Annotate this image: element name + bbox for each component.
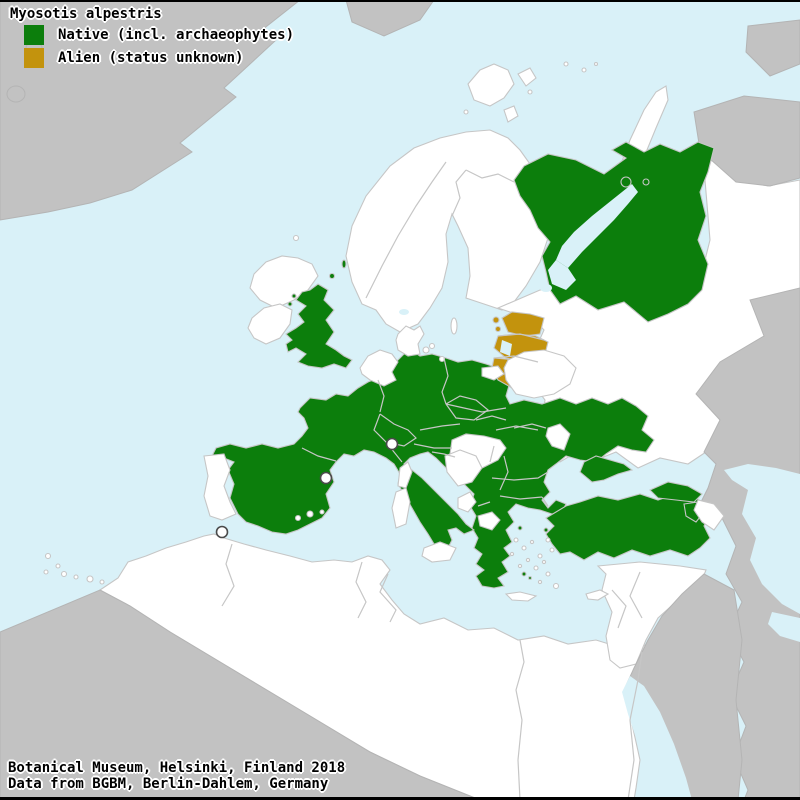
border-lines-layer <box>221 161 643 800</box>
region-bosnia <box>444 449 483 487</box>
region-corsica <box>397 461 413 489</box>
region-montenegro <box>457 491 477 513</box>
region-orkney <box>328 272 336 280</box>
region-arctic-island <box>745 19 800 77</box>
marker-andorra <box>319 471 333 485</box>
region-north-macedonia <box>477 511 501 531</box>
legend-row-native: Native (incl. archaeophytes) <box>10 24 294 45</box>
region-shetland <box>341 259 347 269</box>
lake-onega <box>562 275 570 285</box>
region-greenland-east <box>345 0 435 37</box>
legend-row-alien: Alien (status unknown) <box>10 47 294 68</box>
red-sea <box>622 676 692 800</box>
top-border-bar <box>0 0 800 2</box>
region-gotland <box>450 317 458 335</box>
lake-vanern <box>399 309 409 315</box>
region-canaries <box>43 552 105 585</box>
marker-ceuta <box>215 525 229 539</box>
map-title: Myosotis alpestris <box>10 6 162 22</box>
lake-ladoga <box>540 284 552 292</box>
credits-line2: Data from BGBM, Berlin-Dahlem, Germany <box>8 776 329 793</box>
region-sardinia <box>391 487 411 529</box>
region-greenland <box>0 0 301 221</box>
marker-liechtenstein <box>385 437 399 451</box>
region-aegean-islands <box>509 537 560 590</box>
region-balearics <box>294 509 325 522</box>
absent-overlay-layer <box>203 317 725 602</box>
legend-swatch-alien-icon <box>24 47 44 68</box>
region-great-britain <box>285 283 353 369</box>
region-scandinavia <box>345 129 549 333</box>
credits: Botanical Museum, Helsinki, Finland 2018… <box>8 760 345 792</box>
region-denmark <box>395 325 425 357</box>
legend-swatch-native-icon <box>24 24 44 45</box>
region-kaliningrad <box>481 365 505 381</box>
small-country-markers-layer <box>215 437 399 539</box>
region-estonia <box>501 311 545 337</box>
region-middle-east <box>596 561 707 669</box>
region-continental-europe <box>211 351 655 589</box>
region-crete <box>504 591 538 602</box>
region-azerbaijan <box>693 499 725 531</box>
legend-label-alien: Alien (status unknown) <box>58 49 244 66</box>
persian-gulf <box>768 612 800 642</box>
region-crimea <box>579 455 634 483</box>
region-moldova <box>545 423 571 451</box>
legend: Myosotis alpestris Native (incl. archaeo… <box>10 6 294 68</box>
bottom-border-bar <box>0 797 800 800</box>
region-turkey <box>545 493 711 561</box>
gulf-of-riga <box>500 340 512 356</box>
region-faroe <box>292 234 300 242</box>
region-belarus <box>503 349 577 399</box>
sea-overlays-layer <box>399 184 800 800</box>
region-georgia <box>649 481 703 503</box>
region-svalbard <box>467 63 515 107</box>
region-benelux <box>359 349 399 387</box>
region-cyprus <box>585 589 610 601</box>
region-kolguev <box>620 176 632 188</box>
credits-line1: Botanical Museum, Helsinki, Finland 2018 <box>8 760 346 776</box>
white-sea <box>556 184 638 268</box>
region-portugal <box>203 453 237 521</box>
region-sicily <box>421 541 457 563</box>
region-hebrides <box>291 293 297 299</box>
region-sahara <box>0 589 481 800</box>
region-ireland <box>247 303 293 345</box>
caspian-sea <box>724 464 800 614</box>
legend-label-native: Native (incl. archaeophytes) <box>58 26 295 43</box>
